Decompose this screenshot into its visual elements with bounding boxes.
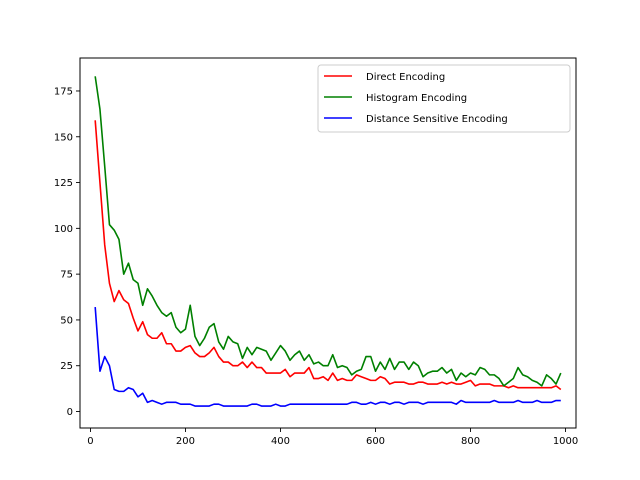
legend-label-2: Histogram Encoding [366,93,467,104]
y-tick-label: 100 [54,224,73,235]
plot-frame [79,57,577,429]
legend-box [317,64,571,133]
x-tick-label: 600 [366,436,385,447]
y-axis: 0 25 50 75 100 125 150 175 [54,86,80,418]
x-tick-label: 400 [271,436,290,447]
legend-items: Direct Encoding Histogram Encoding Distanc… [324,72,508,125]
x-axis: 0 200 400 600 800 1000 [87,428,578,447]
y-tick-label: 175 [54,86,73,97]
x-tick-label: 0 [87,436,93,447]
legend-label-3: Distance Sensitive Encoding [366,114,508,125]
legend: Direct Encoding Histogram Encoding Distanc… [317,64,571,133]
series-line-1 [94,120,562,391]
series-line-2 [94,76,562,387]
legend-label-1: Direct Encoding [366,72,445,83]
y-tick-label: 125 [54,178,73,189]
series-layer [94,76,562,407]
y-tick-label: 75 [60,270,73,281]
x-tick-label: 800 [461,436,480,447]
x-tick-label: 200 [176,436,195,447]
y-tick-label: 0 [67,407,73,418]
y-tick-label: 150 [54,132,73,143]
series-line-3 [94,307,561,407]
x-tick-label: 1000 [553,436,578,447]
y-tick-label: 50 [60,315,73,326]
y-tick-label: 25 [60,361,73,372]
